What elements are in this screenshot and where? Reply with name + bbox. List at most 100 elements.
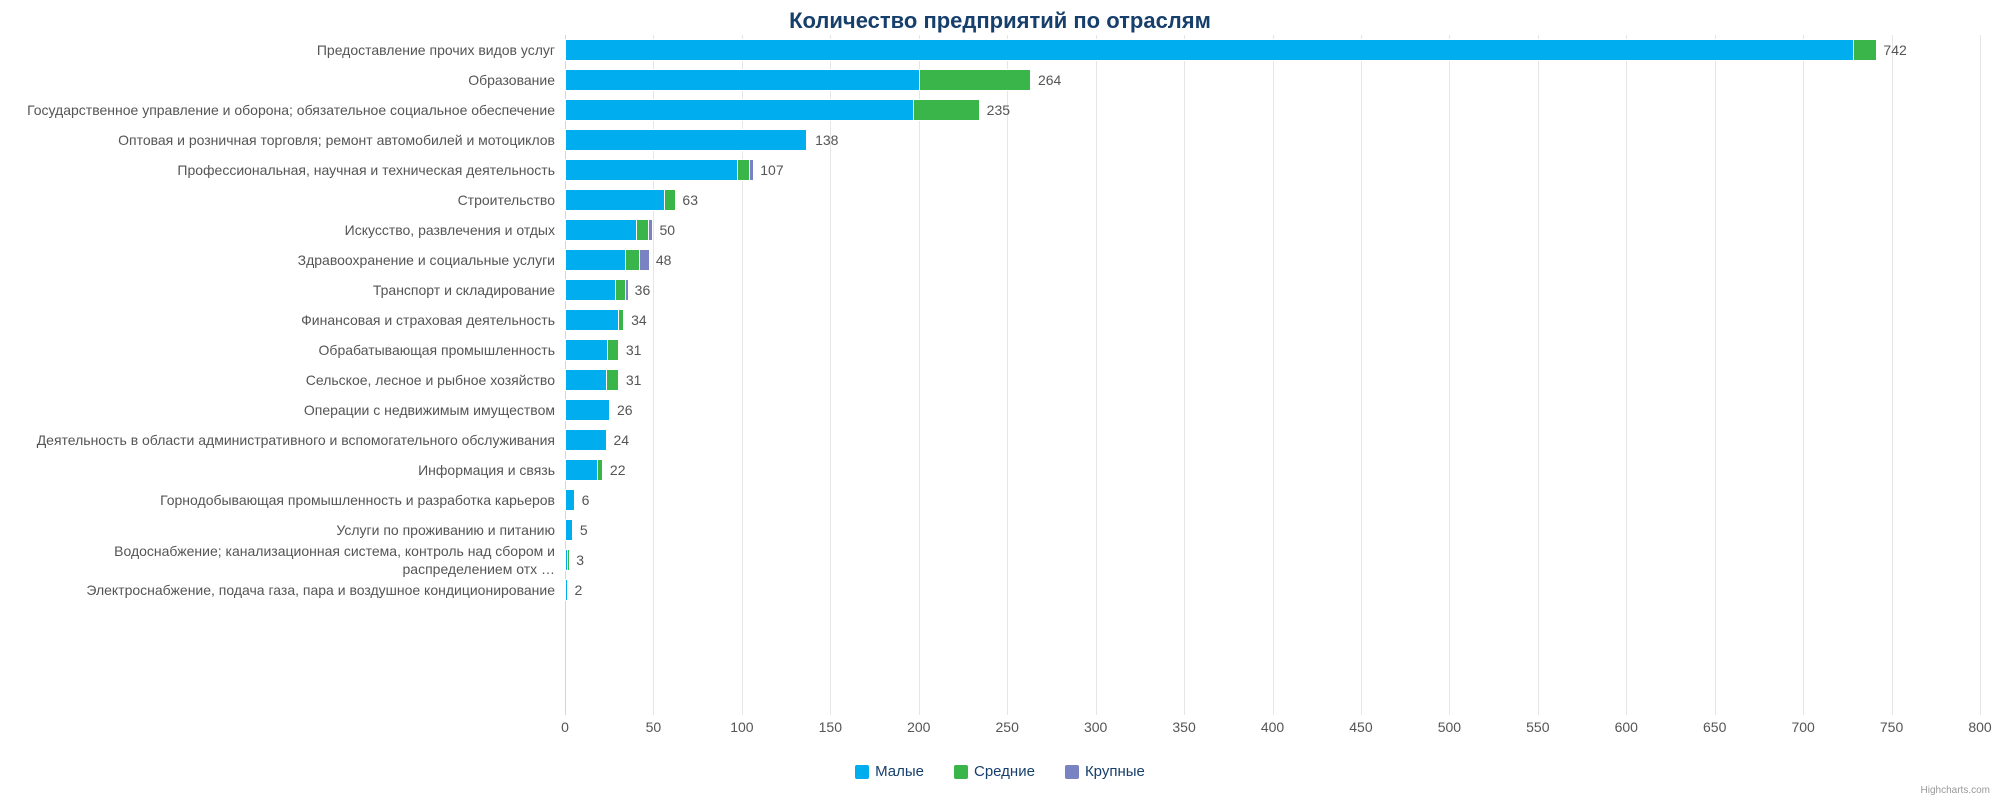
- bar-segment[interactable]: [565, 279, 615, 301]
- bar-segment[interactable]: [606, 369, 618, 391]
- bar-segment[interactable]: [565, 69, 919, 91]
- bar-row: Профессиональная, научная и техническая …: [565, 155, 1980, 185]
- category-label: Водоснабжение; канализационная система, …: [5, 542, 565, 578]
- bar-segment[interactable]: [565, 309, 618, 331]
- bar-segment[interactable]: [625, 249, 639, 271]
- legend-item[interactable]: Крупные: [1065, 763, 1145, 780]
- bar-row: Деятельность в области административного…: [565, 425, 1980, 455]
- credits-link[interactable]: Highcharts.com: [1921, 785, 1990, 796]
- bar-segment[interactable]: [607, 339, 618, 361]
- stack-total-label: 5: [574, 522, 588, 538]
- x-tick-label: 650: [1703, 719, 1726, 735]
- category-label: Транспорт и складирование: [5, 281, 565, 299]
- x-tick-label: 50: [646, 719, 662, 735]
- stack-total-label: 31: [620, 342, 642, 358]
- bar-row: Здравоохранение и социальные услуги48: [565, 245, 1980, 275]
- x-tick-label: 300: [1084, 719, 1107, 735]
- x-tick-label: 400: [1261, 719, 1284, 735]
- bar-segment[interactable]: [565, 249, 625, 271]
- legend-item[interactable]: Малые: [855, 763, 924, 780]
- x-tick-label: 100: [730, 719, 753, 735]
- bar-stack: [565, 279, 629, 301]
- legend-swatch: [1065, 765, 1079, 779]
- bar-row: Услуги по проживанию и питанию5: [565, 515, 1980, 545]
- x-axis: 0501001502002503003504004505005506006507…: [565, 715, 1980, 740]
- category-label: Оптовая и розничная торговля; ремонт авт…: [5, 131, 565, 149]
- bar-stack: [565, 459, 604, 481]
- bar-segment[interactable]: [565, 129, 806, 151]
- bar-segment[interactable]: [1853, 39, 1876, 61]
- bar-segment[interactable]: [565, 459, 597, 481]
- stack-total-label: 31: [620, 372, 642, 388]
- bar-stack: [565, 399, 611, 421]
- legend-label: Малые: [875, 763, 924, 780]
- bar-segment[interactable]: [636, 219, 648, 241]
- chart-title: Количество предприятий по отраслям: [0, 0, 2000, 40]
- category-label: Горнодобывающая промышленность и разрабо…: [5, 491, 565, 509]
- stack-total-label: 138: [809, 132, 838, 148]
- bar-segment[interactable]: [639, 249, 650, 271]
- bar-row: Строительство63: [565, 185, 1980, 215]
- bar-segment[interactable]: [664, 189, 675, 211]
- stack-total-label: 107: [754, 162, 783, 178]
- bar-row: Предоставление прочих видов услуг742: [565, 35, 1980, 65]
- bar-row: Информация и связь22: [565, 455, 1980, 485]
- legend: Малые Средние Крупные: [0, 763, 2000, 780]
- chart-container: Количество предприятий по отраслям Предо…: [0, 0, 2000, 800]
- bar-segment[interactable]: [565, 369, 606, 391]
- bar-segment[interactable]: [565, 339, 607, 361]
- x-tick-label: 0: [561, 719, 569, 735]
- bar-row: Сельское, лесное и рыбное хозяйство31: [565, 365, 1980, 395]
- bar-segment[interactable]: [919, 69, 1030, 91]
- bar-stack: [565, 129, 809, 151]
- bar-segment[interactable]: [913, 99, 978, 121]
- bar-stack: [565, 189, 677, 211]
- bar-stack: [565, 69, 1032, 91]
- bar-stack: [565, 429, 608, 451]
- category-label: Обрабатывающая промышленность: [5, 341, 565, 359]
- category-label: Здравоохранение и социальные услуги: [5, 251, 565, 269]
- bar-stack: [565, 489, 576, 511]
- bar-segment[interactable]: [565, 489, 574, 511]
- bar-segment[interactable]: [565, 99, 913, 121]
- bar-stack: [565, 369, 620, 391]
- bar-row: Финансовая и страховая деятельность34: [565, 305, 1980, 335]
- bar-segment[interactable]: [565, 399, 609, 421]
- bar-segment[interactable]: [565, 159, 737, 181]
- bar-stack: [565, 249, 650, 271]
- bar-row: Электроснабжение, подача газа, пара и во…: [565, 575, 1980, 605]
- category-label: Государственное управление и оборона; об…: [5, 101, 565, 119]
- category-label: Предоставление прочих видов услуг: [5, 41, 565, 59]
- stack-total-label: 3: [570, 552, 584, 568]
- bar-row: Государственное управление и оборона; об…: [565, 95, 1980, 125]
- legend-swatch: [855, 765, 869, 779]
- legend-item[interactable]: Средние: [954, 763, 1035, 780]
- category-label: Услуги по проживанию и питанию: [5, 521, 565, 539]
- stack-total-label: 235: [981, 102, 1010, 118]
- bar-segment[interactable]: [737, 159, 749, 181]
- category-label: Операции с недвижимым имуществом: [5, 401, 565, 419]
- x-tick-label: 250: [996, 719, 1019, 735]
- x-tick-label: 700: [1791, 719, 1814, 735]
- x-tick-label: 450: [1349, 719, 1372, 735]
- category-label: Профессиональная, научная и техническая …: [5, 161, 565, 179]
- bar-segment[interactable]: [565, 219, 636, 241]
- bar-segment[interactable]: [615, 279, 626, 301]
- legend-label: Крупные: [1085, 763, 1145, 780]
- bar-segment[interactable]: [565, 519, 572, 541]
- category-label: Деятельность в области административного…: [5, 431, 565, 449]
- bar-segment[interactable]: [565, 429, 606, 451]
- category-label: Строительство: [5, 191, 565, 209]
- bar-row: Оптовая и розничная торговля; ремонт авт…: [565, 125, 1980, 155]
- x-tick-label: 150: [819, 719, 842, 735]
- bar-row: Транспорт и складирование36: [565, 275, 1980, 305]
- bar-segment[interactable]: [565, 39, 1853, 61]
- x-tick-label: 750: [1880, 719, 1903, 735]
- bar-stack: [565, 99, 981, 121]
- bar-stack: [565, 159, 754, 181]
- stack-total-label: 6: [576, 492, 590, 508]
- stack-total-label: 34: [625, 312, 647, 328]
- bar-stack: [565, 219, 653, 241]
- bar-segment[interactable]: [565, 189, 664, 211]
- x-tick-label: 500: [1438, 719, 1461, 735]
